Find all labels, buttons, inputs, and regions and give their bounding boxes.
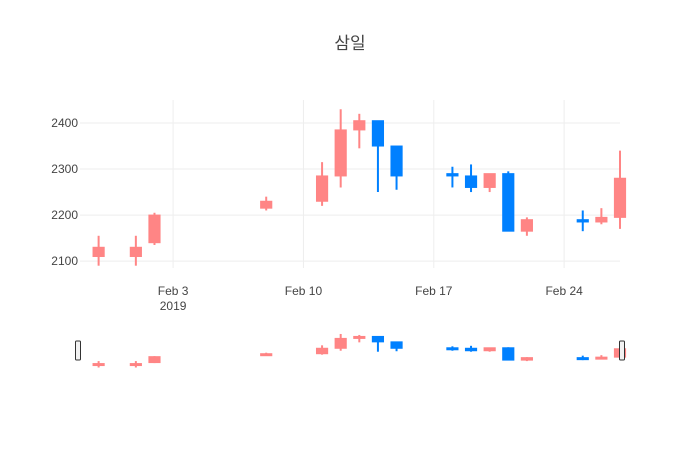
slider-candle (464, 345, 478, 352)
slider-candle (371, 335, 385, 352)
x-tick-sublabel: 2019 (160, 299, 187, 313)
x-tick-label: Feb 3 (158, 284, 189, 298)
candle (334, 109, 347, 188)
slider-candle (390, 341, 403, 352)
candle (148, 212, 161, 245)
candle-body (390, 145, 403, 177)
candle-body (92, 246, 105, 257)
x-tick-label: Feb 10 (285, 284, 323, 298)
slider-candle (502, 347, 515, 361)
slider-candle (595, 355, 608, 360)
y-tick-label: 2300 (51, 162, 78, 176)
slider-candle-body (576, 357, 589, 361)
candle (353, 113, 366, 149)
candle-body (315, 175, 329, 202)
candle-body (371, 120, 385, 147)
slider-candle (353, 334, 366, 343)
range-slider[interactable] (75, 332, 627, 368)
y-axis-ticks: 2100 2200 2300 2400 (51, 116, 78, 268)
chart-title: 삼일 (334, 34, 365, 54)
candle-body (595, 216, 608, 223)
candle (595, 208, 608, 225)
slider-candle-body (502, 347, 515, 361)
y-tick-label: 2400 (51, 116, 78, 130)
slider-candle-body (520, 357, 533, 361)
candles (92, 109, 627, 266)
candle-body (353, 120, 366, 131)
slider-candle-body (260, 353, 273, 357)
slider-candle-body (446, 347, 459, 351)
slider-candle-body (595, 356, 608, 360)
candle-body (576, 219, 589, 223)
slider-candle (483, 347, 496, 352)
y-tick-label: 2200 (51, 208, 78, 222)
candle (315, 162, 329, 206)
slider-candle (92, 361, 105, 368)
candle-body (464, 175, 478, 188)
slider-candle-body (334, 337, 347, 349)
range-slider-background[interactable] (80, 332, 620, 368)
slider-candle (520, 357, 533, 362)
slider-candle (446, 346, 459, 351)
slider-candle-body (483, 347, 496, 352)
candle (390, 145, 403, 190)
candle (576, 210, 589, 232)
candle-body (148, 214, 161, 244)
slider-candle (260, 352, 273, 357)
slider-candle-body (148, 356, 161, 364)
candle-body (260, 200, 273, 209)
slider-candle-body (315, 347, 329, 355)
candle (502, 171, 515, 232)
candle-body (502, 173, 515, 232)
slider-candle (334, 333, 347, 351)
slider-candle-body (353, 335, 366, 339)
slider-candle (148, 356, 161, 364)
candle-body (129, 246, 142, 257)
candle (446, 166, 459, 188)
candle-body (334, 129, 347, 177)
y-tick-label: 2100 (51, 254, 78, 268)
slider-candle (129, 361, 142, 368)
candle-body (613, 177, 627, 218)
x-tick-label: Feb 24 (545, 284, 583, 298)
candle (520, 217, 533, 236)
candle-body (483, 173, 496, 188)
candle-body (446, 173, 459, 177)
slider-candle (576, 355, 589, 361)
candle (92, 235, 105, 266)
slider-candle-body (371, 335, 385, 343)
range-slider-left-handle[interactable] (75, 340, 81, 361)
candle (371, 120, 385, 193)
slider-candle-body (464, 347, 478, 352)
candle (260, 196, 273, 211)
candle (464, 164, 478, 193)
slider-candle (315, 345, 329, 355)
slider-candle-body (129, 363, 142, 367)
slider-candle-body (390, 341, 403, 349)
candle (483, 173, 496, 193)
range-slider-right-handle[interactable] (619, 340, 625, 361)
candle (129, 235, 142, 266)
candle-body (520, 219, 533, 232)
candle (613, 150, 627, 229)
grid-lines (80, 100, 620, 268)
x-tick-label: Feb 17 (415, 284, 453, 298)
slider-candle-body (92, 363, 105, 367)
